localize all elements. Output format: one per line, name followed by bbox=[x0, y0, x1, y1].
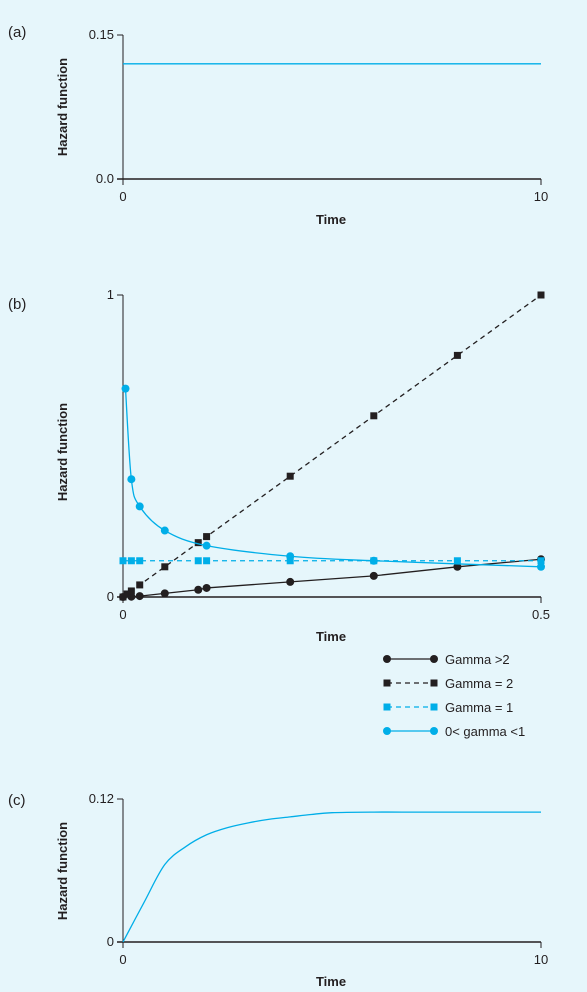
legend-label: 0< gamma <1 bbox=[445, 724, 525, 739]
data-point-circle bbox=[135, 502, 144, 511]
data-point-square bbox=[127, 557, 135, 565]
x-axis-title: Time bbox=[316, 212, 346, 227]
panel-label: (a) bbox=[8, 24, 26, 41]
legend-marker-square bbox=[383, 703, 391, 711]
y-axis-title: Hazard function bbox=[55, 822, 70, 920]
data-point-square bbox=[136, 581, 144, 589]
data-point-circle bbox=[453, 562, 462, 571]
legend-marker-square bbox=[430, 703, 438, 711]
panel-label: (b) bbox=[8, 296, 26, 313]
y-tick-label: 0 bbox=[107, 589, 114, 604]
data-point-square bbox=[453, 351, 461, 359]
data-point-circle bbox=[202, 583, 211, 592]
data-point-circle bbox=[286, 577, 295, 586]
x-tick-label: 10 bbox=[534, 952, 548, 967]
y-axis-title: Hazard function bbox=[55, 403, 70, 501]
y-tick-label: 0 bbox=[107, 934, 114, 949]
x-tick-label: 0.5 bbox=[532, 607, 550, 622]
data-point-square bbox=[537, 291, 545, 299]
data-point-square bbox=[203, 533, 211, 541]
data-point-square bbox=[119, 557, 127, 565]
data-point-square bbox=[127, 587, 135, 595]
data-point-square bbox=[161, 563, 169, 571]
data-point-square bbox=[537, 557, 545, 565]
data-point-circle bbox=[369, 556, 378, 565]
series-line-0 bbox=[122, 558, 542, 598]
legend-marker-circle bbox=[383, 655, 391, 663]
panel-label: (c) bbox=[8, 792, 26, 809]
series-line-1 bbox=[122, 294, 542, 598]
data-point-square bbox=[194, 557, 202, 565]
legend-label: Gamma = 2 bbox=[445, 676, 513, 691]
data-point-circle bbox=[135, 592, 144, 601]
data-point-circle bbox=[160, 589, 169, 598]
data-point-circle bbox=[121, 384, 130, 393]
data-point-circle bbox=[537, 562, 545, 571]
data-point-square bbox=[119, 593, 127, 601]
data-point-circle bbox=[369, 571, 378, 580]
legend-label: Gamma = 1 bbox=[445, 700, 513, 715]
y-tick-label: 0.12 bbox=[89, 791, 114, 806]
x-tick-label: 0 bbox=[119, 189, 126, 204]
legend-marker-square bbox=[383, 679, 391, 687]
data-point-square bbox=[453, 557, 461, 565]
data-point-circle bbox=[202, 541, 211, 550]
data-point-circle bbox=[160, 526, 169, 535]
data-point-square bbox=[203, 557, 211, 565]
legend-marker-circle bbox=[383, 727, 391, 735]
x-tick-label: 0 bbox=[119, 952, 126, 967]
y-tick-label: 1 bbox=[107, 287, 114, 302]
data-point-square bbox=[194, 539, 202, 547]
y-axis-title: Hazard function bbox=[55, 58, 70, 156]
y-tick-label: 0.0 bbox=[96, 171, 114, 186]
legend-marker-circle bbox=[430, 655, 438, 663]
legend-label: Gamma >2 bbox=[445, 652, 510, 667]
data-point-circle bbox=[286, 552, 295, 561]
series-line-3 bbox=[124, 388, 542, 568]
data-point-circle bbox=[127, 475, 136, 484]
x-axis-title: Time bbox=[316, 629, 346, 644]
x-axis-title: Time bbox=[316, 974, 346, 989]
legend-marker-square bbox=[430, 679, 438, 687]
data-point-square bbox=[136, 557, 144, 565]
data-point-square bbox=[123, 590, 131, 598]
data-point-square bbox=[370, 412, 378, 420]
data-point-square bbox=[286, 557, 294, 565]
legend-marker-circle bbox=[430, 727, 438, 735]
data-point-square bbox=[286, 472, 294, 480]
x-tick-label: 0 bbox=[119, 607, 126, 622]
x-tick-label: 10 bbox=[534, 189, 548, 204]
data-point-circle bbox=[194, 585, 203, 594]
y-tick-label: 0.15 bbox=[89, 27, 114, 42]
series-line-0 bbox=[122, 811, 541, 943]
